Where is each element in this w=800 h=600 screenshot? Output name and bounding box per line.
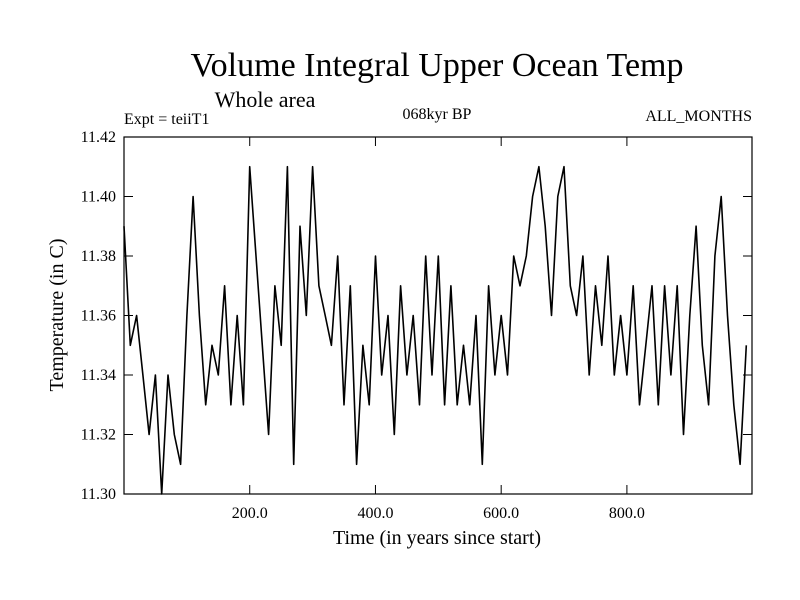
y-tick-label: 11.38 (81, 248, 116, 265)
annotation-left: Expt = teiiT1 (124, 111, 209, 128)
x-axis-label: Time (in years since start) (333, 527, 541, 549)
annotation-right: ALL_MONTHS (645, 108, 752, 125)
y-tick-label: 11.42 (81, 129, 116, 146)
series-line (123, 165, 748, 495)
y-tick-label: 11.34 (81, 367, 116, 384)
y-tick-label: 11.30 (81, 486, 116, 503)
series-group (123, 165, 748, 495)
y-tick-label: 11.40 (81, 189, 116, 206)
y-axis-label: Temperature (in C) (46, 239, 68, 392)
chart-subtitle: Whole area (215, 87, 316, 112)
chart-title: Volume Integral Upper Ocean Temp (191, 47, 684, 84)
y-tick-label: 11.32 (81, 427, 116, 444)
plot-frame (123, 136, 753, 495)
annotation-center: 068kyr BP (403, 106, 472, 123)
y-tick-label: 11.36 (81, 308, 116, 325)
y-ticks: 11.30 11.32 11.34 11.36 11.38 11.40 11.42 (81, 129, 752, 503)
x-tick-label: 400.0 (357, 505, 393, 522)
x-tick-label: 800.0 (609, 505, 645, 522)
x-tick-label: 200.0 (232, 505, 268, 522)
x-tick-label: 600.0 (483, 505, 519, 522)
x-ticks: 200.0 400.0 600.0 800.0 (232, 137, 645, 522)
